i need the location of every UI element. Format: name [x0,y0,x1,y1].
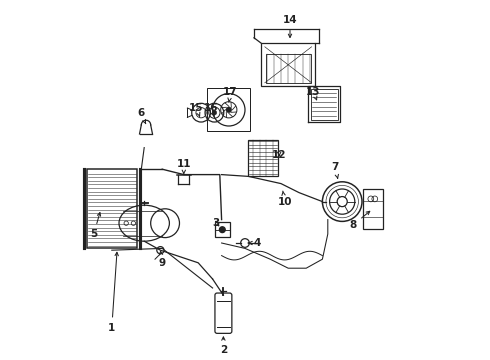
Text: 16: 16 [203,103,218,116]
Text: 3: 3 [213,218,220,228]
Circle shape [226,107,232,113]
Text: 17: 17 [223,87,238,102]
Bar [261,43,315,86]
Text: 5: 5 [90,213,100,239]
Text: 7: 7 [331,162,339,178]
Text: 2: 2 [220,337,227,355]
Bar [87,169,137,248]
Text: 13: 13 [306,87,320,100]
Bar [207,88,250,131]
Text: 1: 1 [108,252,119,333]
Text: 11: 11 [176,159,191,174]
Text: 14: 14 [283,15,297,37]
Text: 6: 6 [137,108,146,124]
Bar [215,222,229,237]
Circle shape [212,110,217,115]
Bar [248,140,278,176]
Bar [311,89,338,120]
Bar [363,189,383,229]
Circle shape [220,227,225,233]
Text: 15: 15 [189,103,204,116]
Bar [266,54,311,83]
Text: 4: 4 [248,238,261,248]
Text: 9: 9 [159,251,166,268]
Text: 12: 12 [272,150,287,160]
Text: 8: 8 [349,211,370,230]
Text: 10: 10 [277,191,292,207]
